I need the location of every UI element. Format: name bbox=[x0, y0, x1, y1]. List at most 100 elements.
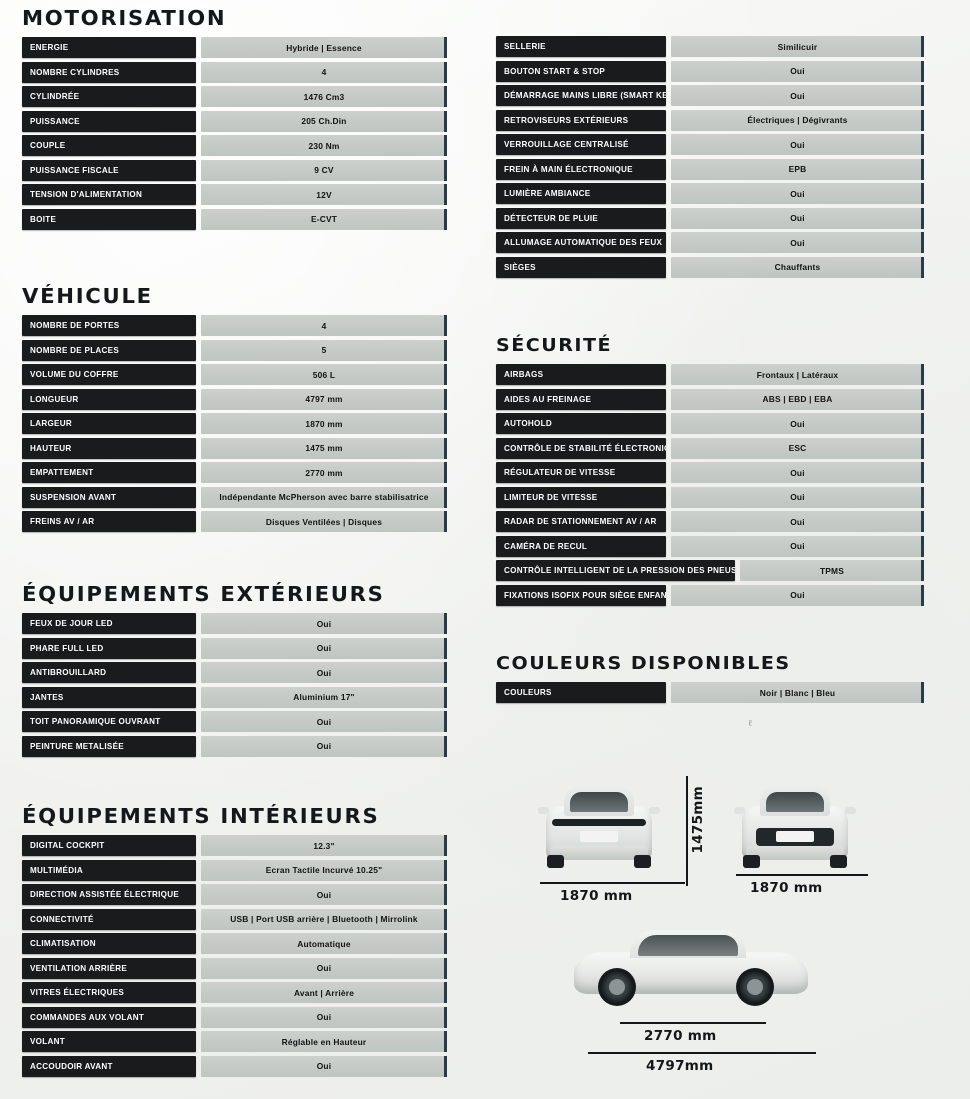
spec-value: Oui bbox=[201, 1006, 447, 1028]
spec-label: SUSPENSION AVANT bbox=[22, 486, 196, 508]
spec-value: 230 Nm bbox=[201, 135, 447, 156]
spec-label: MULTIMÉDIA bbox=[22, 859, 196, 881]
spec-row: VENTILATION ARRIÈRE Oui bbox=[22, 957, 447, 979]
spec-value: Oui bbox=[201, 637, 447, 659]
spec-row: ACCOUDOIR AVANT Oui bbox=[22, 1055, 447, 1077]
spec-value: Noir | Blanc | Bleu bbox=[671, 682, 924, 703]
spec-value: 205 Ch.Din bbox=[201, 110, 447, 132]
spec-label: CYLINDRÉE bbox=[22, 86, 196, 107]
spec-label: CONTRÔLE DE STABILITÉ ÉLECTRONIQUE bbox=[496, 437, 666, 459]
spec-value: 4797 mm bbox=[201, 388, 447, 410]
spec-row: AUTOHOLD Oui bbox=[496, 413, 924, 434]
spec-value: Avant | Arrière bbox=[201, 982, 447, 1003]
spec-row: RETROVISEURS EXTÉRIEURS Électriques | Dég… bbox=[496, 109, 924, 131]
spec-label: NOMBRE CYLINDRES bbox=[22, 61, 196, 83]
spec-label: PHARE FULL LED bbox=[22, 637, 196, 659]
spec-row: BOITE E-CVT bbox=[22, 208, 447, 230]
spec-label: LARGEUR bbox=[22, 413, 196, 434]
spec-label: RADAR DE STATIONNEMENT AV / AR bbox=[496, 511, 666, 532]
spec-row: SELLERIE Similicuir bbox=[496, 36, 924, 57]
spec-row: ANTIBROUILLARD Oui bbox=[22, 662, 447, 683]
spec-row: VERROUILLAGE CENTRALISÉ Oui bbox=[496, 134, 924, 155]
spec-row: TOIT PANORAMIQUE OUVRANT Oui bbox=[22, 711, 447, 732]
spec-label: RETROVISEURS EXTÉRIEURS bbox=[496, 109, 666, 131]
spec-row: NOMBRE DE PORTES 4 bbox=[22, 315, 447, 336]
table-securite: AIRBAGS Frontaux | Latéraux AIDES AU FREIN… bbox=[496, 364, 924, 609]
spec-value: Similicuir bbox=[671, 36, 924, 57]
height-dimension-line bbox=[686, 776, 688, 886]
spec-value: 12.3" bbox=[201, 835, 447, 856]
section-title-securite: SÉCURITÉ bbox=[496, 335, 612, 356]
spec-label: JANTES bbox=[22, 686, 196, 708]
spec-label: CONTRÔLE INTELLIGENT DE LA PRESSION DES … bbox=[496, 560, 735, 581]
spec-row: SUSPENSION AVANT Indépendante McPherson a… bbox=[22, 486, 447, 508]
spec-label: LUMIÈRE AMBIANCE bbox=[496, 183, 666, 204]
height-dimension-label: 1475mm bbox=[690, 786, 706, 854]
wheelbase-dimension-line bbox=[620, 1022, 766, 1024]
spec-value: EPB bbox=[671, 158, 924, 180]
spec-value: Aluminium 17" bbox=[201, 686, 447, 708]
spec-value: Oui bbox=[671, 511, 924, 532]
spec-row: PEINTURE METALISÉE Oui bbox=[22, 735, 447, 757]
stray-mark: ℓ bbox=[748, 718, 753, 728]
section-title-motorisation: MOTORISATION bbox=[22, 6, 227, 30]
spec-row: CAMÉRA DE RECUL Oui bbox=[496, 535, 924, 557]
spec-value: Oui bbox=[201, 662, 447, 683]
spec-value: 4 bbox=[201, 315, 447, 336]
spec-label: BOUTON START & STOP bbox=[496, 60, 666, 82]
spec-label: DÉTECTEUR DE PLUIE bbox=[496, 207, 666, 229]
spec-row: DIRECTION ASSISTÉE ÉLECTRIQUE Oui bbox=[22, 884, 447, 905]
spec-label: FREIN À MAIN ÉLECTRONIQUE bbox=[496, 158, 666, 180]
spec-value: Oui bbox=[671, 85, 924, 106]
spec-label: SELLERIE bbox=[496, 36, 666, 57]
spec-value: Oui bbox=[201, 711, 447, 732]
spec-value: Oui bbox=[201, 957, 447, 979]
spec-row: CLIMATISATION Automatique bbox=[22, 933, 447, 954]
section-confort: SELLERIE Similicuir BOUTON START & STOP Oui… bbox=[496, 36, 924, 281]
spec-label: VENTILATION ARRIÈRE bbox=[22, 957, 196, 979]
spec-row: MULTIMÉDIA Ecran Tactile Incurvé 10.25" bbox=[22, 859, 447, 881]
spec-value: Oui bbox=[671, 134, 924, 155]
spec-row: LIMITEUR DE VITESSE Oui bbox=[496, 486, 924, 508]
table-motorisation: ENERGIE Hybride | Essence NOMBRE CYLINDRES… bbox=[22, 37, 447, 233]
spec-row: FREIN À MAIN ÉLECTRONIQUE EPB bbox=[496, 158, 924, 180]
spec-label: CONNECTIVITÉ bbox=[22, 908, 196, 930]
spec-label: ACCOUDOIR AVANT bbox=[22, 1055, 196, 1077]
spec-row: LONGUEUR 4797 mm bbox=[22, 388, 447, 410]
spec-row: ENERGIE Hybride | Essence bbox=[22, 37, 447, 58]
spec-label: DIRECTION ASSISTÉE ÉLECTRIQUE bbox=[22, 884, 196, 905]
wheelbase-dimension-label: 2770 mm bbox=[644, 1028, 717, 1044]
spec-row: VOLANT Réglable en Hauteur bbox=[22, 1031, 447, 1052]
spec-row: PHARE FULL LED Oui bbox=[22, 637, 447, 659]
spec-row: JANTES Aluminium 17" bbox=[22, 686, 447, 708]
spec-label: FREINS AV / AR bbox=[22, 511, 196, 532]
rear-width-dimension-label: 1870 mm bbox=[560, 888, 633, 904]
spec-row: VITRES ÉLECTRIQUES Avant | Arrière bbox=[22, 982, 447, 1003]
rear-width-dimension-line bbox=[540, 882, 685, 884]
length-dimension-line bbox=[588, 1052, 816, 1054]
table-vehicule: NOMBRE DE PORTES 4 NOMBRE DE PLACES 5 VOLUME… bbox=[22, 315, 447, 536]
spec-value: Réglable en Hauteur bbox=[201, 1031, 447, 1052]
spec-label: HAUTEUR bbox=[22, 437, 196, 459]
spec-value: Oui bbox=[671, 535, 924, 557]
spec-value: ABS | EBD | EBA bbox=[671, 388, 924, 410]
spec-label: COUPLE bbox=[22, 135, 196, 156]
spec-row: EMPATTEMENT 2770 mm bbox=[22, 462, 447, 483]
car-side-view-illustration bbox=[574, 922, 808, 1008]
spec-value: Oui bbox=[671, 207, 924, 229]
spec-row: LARGEUR 1870 mm bbox=[22, 413, 447, 434]
spec-row: FIXATIONS ISOFIX POUR SIÈGE ENFANT Oui bbox=[496, 584, 924, 606]
spec-value: 5 bbox=[201, 339, 447, 361]
spec-label: PEINTURE METALISÉE bbox=[22, 735, 196, 757]
spec-label: DIGITAL COCKPIT bbox=[22, 835, 196, 856]
dimension-diagrams: ℓ 1870 mm 1475mm 1870 mm bbox=[496, 718, 936, 1092]
spec-value: Oui bbox=[201, 613, 447, 634]
section-title-vehicule: VÉHICULE bbox=[22, 284, 153, 308]
spec-label: COULEURS bbox=[496, 682, 666, 703]
section-equipements-interieurs: ÉQUIPEMENTS INTÉRIEURS DIGITAL COCKPIT 12… bbox=[22, 806, 447, 1080]
spec-label: AIRBAGS bbox=[496, 364, 666, 385]
section-title-equipements-exterieurs: ÉQUIPEMENTS EXTÉRIEURS bbox=[22, 582, 385, 606]
spec-row: HAUTEUR 1475 mm bbox=[22, 437, 447, 459]
spec-row: CONTRÔLE INTELLIGENT DE LA PRESSION DES … bbox=[496, 560, 924, 581]
spec-value: Oui bbox=[671, 183, 924, 204]
